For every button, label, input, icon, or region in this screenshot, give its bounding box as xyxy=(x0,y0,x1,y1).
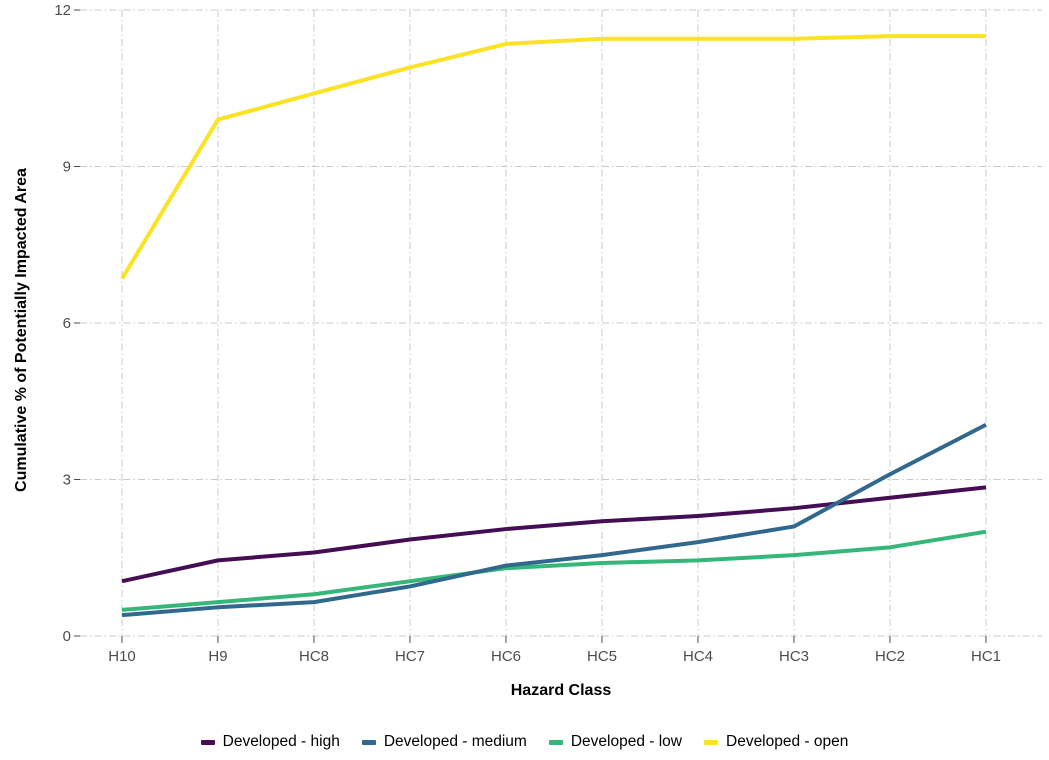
legend-key-swatch xyxy=(361,739,376,745)
y-tick-label: 9 xyxy=(63,159,71,176)
y-tick-label: 3 xyxy=(63,472,71,489)
x-tick-label: HC5 xyxy=(587,648,617,665)
legend-label: Developed - high xyxy=(222,733,340,750)
legend-key-swatch xyxy=(704,739,718,745)
y-axis-title: Cumulative % of Potentially Impacted Are… xyxy=(13,168,30,492)
x-tick-label: HC3 xyxy=(779,648,809,665)
legend-key-swatch xyxy=(200,739,215,745)
x-tick-label: HC2 xyxy=(875,648,905,665)
series-lines xyxy=(120,34,987,618)
legend-item: Developed - open xyxy=(704,733,848,751)
x-tick-label: HC6 xyxy=(491,648,521,665)
series-line-developed-open xyxy=(120,34,986,280)
axis-ticks xyxy=(74,9,987,643)
x-tick-label: HC8 xyxy=(299,648,329,665)
x-tick-label: HC4 xyxy=(683,648,713,665)
plot-area: 0 3 6 9 12 H10 H9 HC8 HC7 HC6 HC5 HC4 HC3 HC2 HC1 Haza… xyxy=(13,2,1042,699)
y-tick-label: 12 xyxy=(54,2,71,19)
series-line-developed-low xyxy=(121,529,987,612)
legend-label: Developed - low xyxy=(570,733,682,750)
legend-item: Developed - medium xyxy=(361,733,527,751)
x-axis-title: Hazard Class xyxy=(511,682,612,699)
legend-key-swatch xyxy=(548,739,563,745)
series-line-developed-high xyxy=(121,485,987,584)
y-tick-label: 6 xyxy=(63,315,71,332)
legend-label: Developed - medium xyxy=(383,733,527,750)
y-tick-label: 0 xyxy=(63,628,71,645)
x-tick-label: HC7 xyxy=(395,648,425,665)
x-tick-label: H10 xyxy=(108,648,136,665)
x-tick-label: H9 xyxy=(208,648,227,665)
gridlines xyxy=(80,9,1042,637)
legend-item: Developed - high xyxy=(200,733,340,751)
x-tick-label: HC1 xyxy=(971,648,1001,665)
legend-label: Developed - open xyxy=(726,733,849,750)
legend-item: Developed - low xyxy=(548,733,682,751)
series-line-developed-medium xyxy=(121,422,987,618)
tick-labels: 0 3 6 9 12 H10 H9 HC8 HC7 HC6 HC5 HC4 HC3 HC2 HC1 xyxy=(54,2,1001,665)
chart-legend: Developed - high Developed - medium Develo… xyxy=(0,727,1049,757)
